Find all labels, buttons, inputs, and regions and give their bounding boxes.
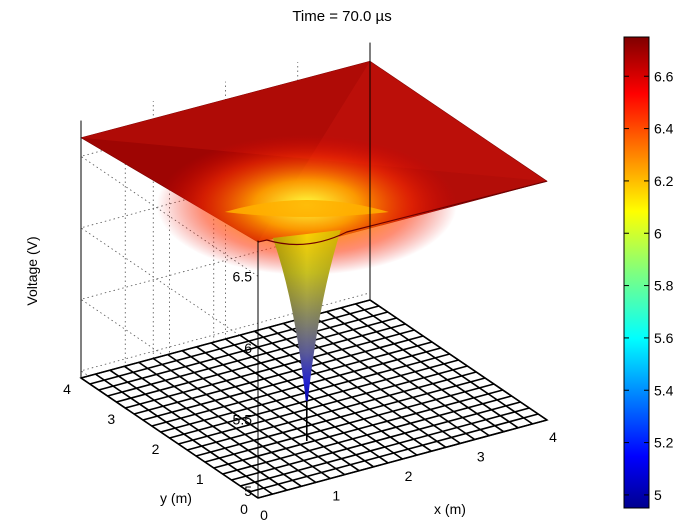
y-tick-label: 2 <box>152 441 160 457</box>
colorbar-tick-label: 5 <box>654 487 662 503</box>
x-tick-label: 2 <box>405 468 413 484</box>
mesh-line <box>311 314 490 437</box>
y-axis-label: y (m) <box>160 490 192 506</box>
colorbar-tick-label: 5.2 <box>654 435 674 451</box>
mesh-line <box>253 330 432 452</box>
mesh-line <box>355 303 533 425</box>
mesh-line <box>107 317 397 397</box>
mesh-line <box>89 305 380 385</box>
z-tick-label: 5.5 <box>233 411 253 427</box>
x-tick-label: 4 <box>549 429 557 445</box>
mesh-line <box>151 347 442 427</box>
colorbar-tick-label: 5.4 <box>654 382 674 398</box>
floor-mesh <box>79 299 549 499</box>
dip-rim <box>224 200 389 217</box>
mesh-line <box>268 326 447 448</box>
colorbar: 5 5.2 5.4 5.6 5.8 6 6.2 6.4 6.6 <box>623 36 674 509</box>
mesh-line <box>133 335 424 415</box>
mesh-line <box>116 323 406 403</box>
chart-title: Time = 70.0 µs <box>292 8 391 25</box>
mesh-line <box>297 318 476 441</box>
z-axis-label: Voltage (V) <box>24 236 40 305</box>
surface-edge <box>257 180 548 246</box>
x-tick-label: 3 <box>477 449 485 465</box>
z-tick-label: 6 <box>244 340 252 356</box>
x-tick-label: 0 <box>260 507 268 523</box>
dip-funnel-shade <box>272 230 341 401</box>
mesh-line <box>340 307 519 429</box>
mesh-line <box>326 311 505 433</box>
mesh-line <box>80 299 371 379</box>
colorbar-tick-label: 6.4 <box>654 121 674 137</box>
y-tick-label: 0 <box>240 501 248 517</box>
mesh-line <box>142 341 433 421</box>
x-tick-label: 1 <box>332 488 340 504</box>
colorbar-tick-label: 6.6 <box>654 68 674 84</box>
voltage-surface <box>80 60 548 441</box>
colorbar-tick-label: 5.8 <box>654 278 674 294</box>
mesh-line <box>169 359 459 439</box>
mesh-line <box>98 311 388 391</box>
y-tick-label: 1 <box>196 471 204 487</box>
axes-lines <box>80 42 371 498</box>
tick-labels: 5 5.5 6 6.5 0 1 2 3 4 0 1 2 3 4 <box>63 268 557 523</box>
z-tick-label: 6.5 <box>233 268 253 284</box>
y-tick-label: 3 <box>107 411 115 427</box>
z-tick-label: 5 <box>244 483 252 499</box>
y-tick-label: 4 <box>63 381 71 397</box>
colorbar-tick-label: 6.2 <box>654 173 674 189</box>
mesh-line <box>125 329 415 409</box>
colorbar-tick-label: 5.6 <box>654 330 674 346</box>
surface-shade <box>81 61 547 182</box>
colorbar-gradient <box>623 36 650 509</box>
x-axis-label: x (m) <box>434 501 466 517</box>
mesh-line <box>369 299 548 421</box>
colorbar-tick-label: 6 <box>654 225 662 241</box>
mesh-line <box>239 334 418 456</box>
